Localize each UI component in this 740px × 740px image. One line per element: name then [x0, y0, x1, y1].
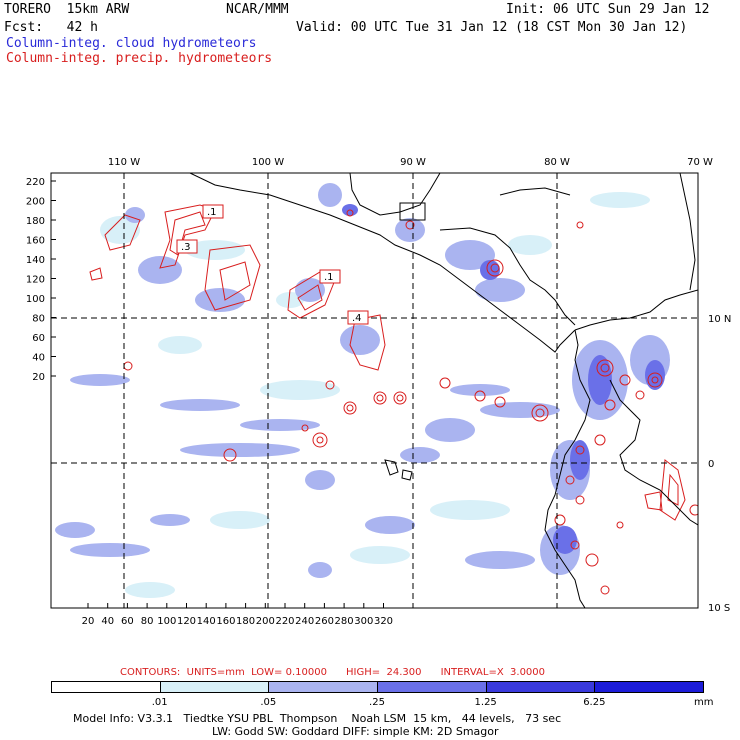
y-tick-label: 120 — [26, 275, 45, 286]
legend-swatch — [594, 681, 704, 693]
model-info-line2: LW: Godd SW: Goddard DIFF: simple KM: 2D… — [212, 725, 499, 738]
lat-lon-grid — [51, 173, 698, 608]
y-tick-label: 40 — [32, 353, 45, 364]
x-tick-label: 20 — [82, 616, 95, 627]
x-tick-label: 140 — [197, 616, 216, 627]
shaded-field — [55, 183, 670, 598]
y-tick-label: 100 — [26, 294, 45, 305]
contour-label: .4 — [352, 313, 362, 324]
map-plot: .1 .3 .1 .4 110 W 100 W 90 W 80 W 70 W 1… — [26, 157, 731, 627]
legend-swatch — [51, 681, 161, 693]
legend-label: 1.25 — [474, 697, 497, 708]
x-tick-label: 240 — [295, 616, 314, 627]
lon-label: 70 W — [687, 157, 713, 168]
y-tick-label: 80 — [32, 314, 45, 325]
contour-label: .1 — [207, 207, 217, 218]
y-tick-label: 200 — [26, 197, 45, 208]
y-tick-label: 220 — [26, 177, 45, 188]
lon-label: 110 W — [108, 157, 140, 168]
forecast-hour: Fcst: 42 h — [4, 20, 98, 35]
lon-label: 80 W — [544, 157, 570, 168]
contour-label-boxes: .1 .3 .1 .4 — [176, 204, 369, 325]
contour-label: .1 — [324, 272, 334, 283]
x-tick-label: 180 — [236, 616, 255, 627]
field-precip-title: Column-integ. precip. hydrometeors — [6, 51, 273, 66]
lon-label: 90 W — [400, 157, 426, 168]
x-tick-label: 160 — [216, 616, 235, 627]
legend-swatch — [377, 681, 487, 693]
lon-label: 100 W — [252, 157, 284, 168]
y-tick-label: 180 — [26, 216, 45, 227]
lat-label: 0 — [708, 459, 714, 470]
y-tick-label: 160 — [26, 236, 45, 247]
x-tick-label: 120 — [177, 616, 196, 627]
lat-label: 10 N — [708, 314, 731, 325]
lat-label: 10 S — [708, 603, 730, 614]
legend-swatch — [485, 681, 596, 693]
model-info-line1: Model Info: V3.3.1 Tiedtke YSU PBL Thomp… — [73, 712, 562, 725]
init-time: Init: 06 UTC Sun 29 Jan 12 — [506, 2, 710, 17]
legend-label: 6.25 — [583, 697, 606, 708]
x-tick-label: 40 — [101, 616, 114, 627]
x-tick-label: 300 — [354, 616, 373, 627]
legend-label: .25 — [369, 697, 385, 708]
legend-label: .01 — [151, 697, 168, 708]
x-tick-label: 280 — [335, 616, 354, 627]
legend-unit: mm — [694, 697, 714, 708]
model-name: TORERO 15km ARW — [4, 2, 130, 17]
y-tick-label: 60 — [32, 333, 45, 344]
legend-swatch — [268, 681, 378, 693]
precip-contours — [89, 204, 698, 595]
plot-frame — [50, 172, 699, 609]
legend-swatch — [159, 681, 270, 693]
y-tick-label: 140 — [26, 255, 45, 266]
x-tick-label: 60 — [121, 616, 134, 627]
x-tick-label: 220 — [275, 616, 294, 627]
field-cloud-title: Column-integ. cloud hydrometeors — [6, 36, 257, 51]
x-tick-label: 200 — [256, 616, 275, 627]
axis-ticks — [51, 180, 384, 608]
organization: NCAR/MMM — [226, 2, 289, 17]
contour-label: .3 — [181, 242, 191, 253]
x-tick-label: 80 — [141, 616, 154, 627]
x-tick-label: 320 — [374, 616, 393, 627]
valid-time: Valid: 00 UTC Tue 31 Jan 12 (18 CST Mon … — [296, 20, 688, 35]
x-tick-label: 260 — [315, 616, 334, 627]
x-tick-label: 100 — [157, 616, 176, 627]
legend-label: .05 — [260, 697, 277, 708]
contours-info: CONTOURS: UNITS=mm LOW= 0.10000 HIGH= 24… — [120, 667, 546, 678]
y-tick-label: 20 — [32, 372, 45, 383]
